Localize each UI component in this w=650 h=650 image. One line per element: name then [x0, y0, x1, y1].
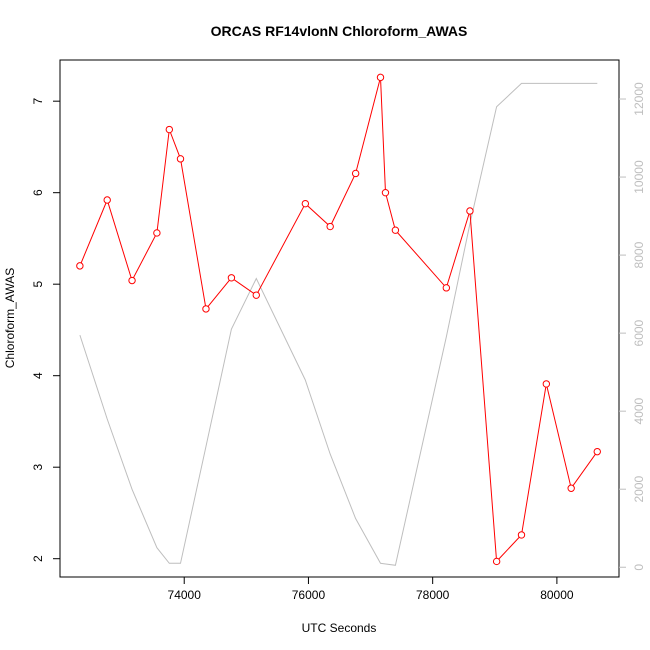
y-axis-label: Chloroform_AWAS: [3, 268, 17, 368]
data-point: [128, 276, 136, 285]
data-point: [351, 169, 360, 178]
data-point: [103, 196, 111, 204]
y-tick-label: 2: [31, 555, 45, 562]
y2-tick-label: 2000: [632, 476, 646, 503]
data-point: [176, 155, 185, 163]
plot-frame: [59, 59, 620, 578]
y2-tick-label: 8000: [632, 241, 646, 268]
chart-title: ORCAS RF14vlonN Chloroform_AWAS: [211, 23, 468, 39]
data-point: [442, 284, 451, 292]
data-point: [326, 222, 334, 231]
x-axis: 74000 76000 78000 80000: [168, 577, 574, 602]
data-point: [567, 484, 575, 492]
y-tick-label: 7: [31, 98, 45, 105]
data-point: [466, 207, 474, 215]
series-line-left: [79, 77, 598, 563]
y-tick-label: 3: [31, 464, 45, 471]
data-point: [202, 305, 210, 313]
data-point: [252, 291, 260, 299]
y-tick-label: 4: [31, 372, 45, 379]
data-point: [517, 531, 526, 539]
data-point: [165, 125, 174, 134]
data-point: [381, 188, 390, 197]
series-layer: [76, 73, 601, 566]
data-point: [376, 73, 385, 82]
y2-tick-label: 10000: [632, 160, 646, 194]
y-axis: 2 3 4 5 6 7: [31, 98, 60, 562]
x-tick-label: 74000: [168, 588, 202, 602]
y2-tick-label: 12000: [632, 82, 646, 116]
y-tick-label: 6: [31, 189, 45, 196]
y2-tick-label: 0: [632, 564, 646, 571]
data-point: [153, 229, 161, 237]
y2-tick-label: 4000: [632, 397, 646, 424]
x-tick-label: 78000: [416, 588, 450, 602]
data-point: [492, 557, 501, 566]
series-line-right: [79, 82, 598, 566]
x-tick-label: 76000: [292, 588, 326, 602]
y2-tick-label: 6000: [632, 319, 646, 346]
y-tick-label: 5: [31, 281, 45, 288]
x-axis-label: UTC Seconds: [302, 621, 377, 635]
data-point: [391, 226, 400, 234]
data-point: [542, 380, 551, 388]
data-point: [593, 447, 601, 456]
x-tick-label: 80000: [540, 588, 574, 602]
y-axis-right: 0 2000 4000 6000 8000 10000 12000: [619, 82, 646, 571]
data-point: [301, 199, 310, 208]
data-point: [76, 262, 84, 270]
data-point: [227, 274, 236, 282]
